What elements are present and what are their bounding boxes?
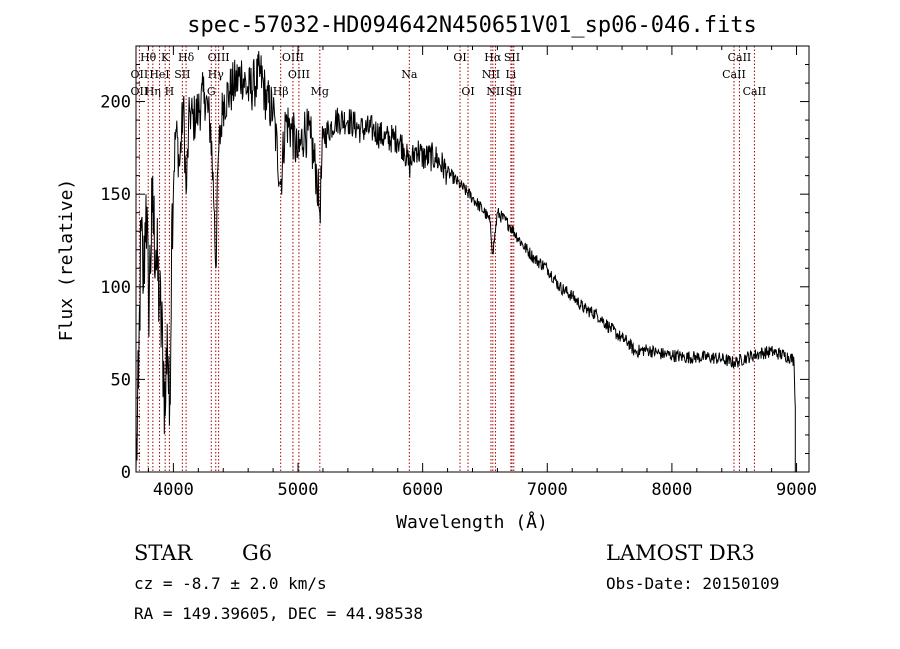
line-label-12: OIII (282, 51, 304, 64)
plot-frame (135, 45, 810, 473)
x-tick-label-2: 6000 (402, 480, 443, 500)
line-label-16: Na (401, 68, 418, 81)
x-tick-label-5: 9000 (776, 480, 817, 500)
line-label-6: SII (174, 68, 190, 81)
y-tick-label-3: 150 (100, 185, 131, 205)
line-label-25: CaII (728, 51, 752, 64)
survey-name: LAMOST DR3 (606, 541, 755, 565)
redshift-cz: cz = -8.7 ± 2.0 km/s (134, 574, 327, 593)
line-label-21: NII (486, 85, 504, 98)
x-tick-label-3: 7000 (527, 480, 568, 500)
line-label-24: SII (506, 85, 522, 98)
line-label-15: Mg (311, 85, 329, 98)
object-class: STAR (134, 541, 193, 565)
y-tick-label-1: 50 (111, 370, 131, 390)
line-label-13: OIII (288, 68, 310, 81)
object-subclass: G6 (242, 541, 272, 565)
coordinates: RA = 149.39605, DEC = 44.98538 (134, 604, 423, 623)
line-label-14: Hβ (273, 85, 289, 98)
chart-title: spec-57032-HD094642N450651V01_sp06-046.f… (187, 13, 757, 38)
line-label-17: OI (453, 51, 466, 64)
line-label-10: Hγ (208, 68, 225, 81)
observation-date: Obs-Date: 20150109 (606, 574, 779, 593)
x-axis-label: Wavelength (Å) (396, 511, 548, 533)
y-tick-labels: 0 50 100 150 200 (100, 93, 131, 483)
line-label-23: Li (505, 68, 516, 81)
y-tick-label-2: 100 (100, 278, 131, 298)
line-label-3: HeI (149, 68, 169, 81)
line-label-26: CaII (722, 68, 746, 81)
y-tick-label-4: 200 (100, 93, 131, 113)
line-label-1: OII (131, 68, 149, 81)
line-label-9: OIII (208, 51, 230, 64)
line-label-11: G (207, 85, 216, 98)
x-tick-labels: 4000 5000 6000 7000 8000 9000 (153, 480, 817, 500)
line-label-2: OII (131, 85, 149, 98)
line-label-18: OI (461, 85, 474, 98)
line-label-4: Hη (145, 85, 161, 98)
x-tick-label-1: 5000 (278, 480, 319, 500)
line-label-7: H (165, 85, 175, 98)
line-label-0: Hθ (140, 51, 157, 64)
flux-series-line (135, 51, 796, 473)
line-label-22: SII (504, 51, 520, 64)
x-tick-label-0: 4000 (153, 480, 194, 500)
line-label-20: NII (482, 68, 500, 81)
axis-ticks (136, 46, 809, 473)
x-tick-label-4: 8000 (651, 480, 692, 500)
line-label-5: K (161, 51, 170, 64)
y-tick-label-0: 0 (121, 463, 131, 483)
y-axis-label: Flux (relative) (56, 179, 77, 342)
line-label-27: CaII (743, 85, 767, 98)
line-label-8: Hδ (178, 51, 195, 64)
line-label-19: Hα (484, 51, 502, 64)
emission-line-markers (138, 46, 755, 472)
